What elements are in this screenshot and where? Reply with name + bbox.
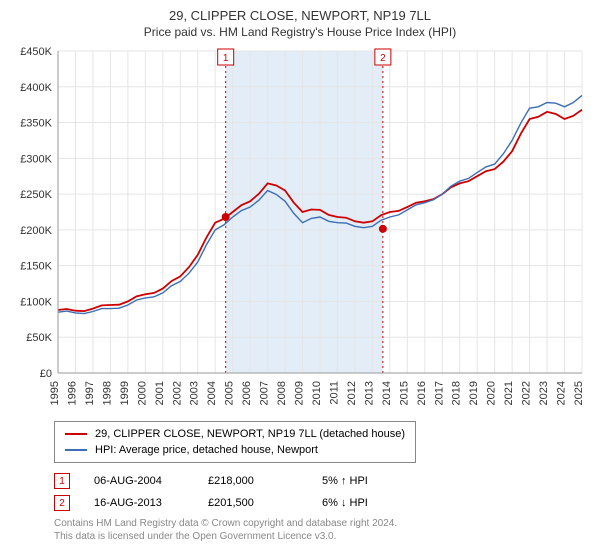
event-badge: 2 xyxy=(54,495,70,511)
svg-text:2017: 2017 xyxy=(433,381,445,405)
event-delta: 5% ↑ HPI xyxy=(322,475,412,487)
svg-text:2006: 2006 xyxy=(241,381,253,405)
svg-text:2002: 2002 xyxy=(171,381,183,405)
svg-text:2013: 2013 xyxy=(363,381,375,405)
svg-text:2: 2 xyxy=(380,53,386,64)
svg-text:2011: 2011 xyxy=(328,381,340,405)
svg-text:1996: 1996 xyxy=(66,381,78,405)
svg-text:2000: 2000 xyxy=(136,381,148,405)
chart-subtitle: Price paid vs. HM Land Registry's House … xyxy=(12,25,588,39)
svg-text:£300K: £300K xyxy=(20,153,52,165)
event-row: 1 06-AUG-2004 £218,000 5% ↑ HPI xyxy=(54,473,588,489)
svg-text:1995: 1995 xyxy=(49,381,61,405)
svg-text:£350K: £350K xyxy=(20,118,52,130)
svg-text:£150K: £150K xyxy=(20,261,52,273)
svg-text:2010: 2010 xyxy=(311,381,323,405)
chart-title: 29, CLIPPER CLOSE, NEWPORT, NP19 7LL xyxy=(12,8,588,23)
svg-text:2015: 2015 xyxy=(398,381,410,405)
svg-text:£50K: £50K xyxy=(26,332,52,344)
svg-text:2007: 2007 xyxy=(259,381,271,405)
chart-area: £0 £50K £100K £150K £200K £250K £300K £350K £400… xyxy=(12,45,588,415)
svg-text:2020: 2020 xyxy=(486,381,498,405)
svg-text:£200K: £200K xyxy=(20,225,52,237)
svg-text:2025: 2025 xyxy=(573,381,585,405)
svg-text:2009: 2009 xyxy=(294,381,306,405)
legend-label-property: 29, CLIPPER CLOSE, NEWPORT, NP19 7LL (de… xyxy=(95,426,405,442)
footer-line: Contains HM Land Registry data © Crown c… xyxy=(54,517,588,530)
legend-item-property: 29, CLIPPER CLOSE, NEWPORT, NP19 7LL (de… xyxy=(65,426,405,442)
svg-text:2022: 2022 xyxy=(521,381,533,405)
line-chart-svg: £0 £50K £100K £150K £200K £250K £300K £350K £400… xyxy=(12,45,588,415)
svg-text:2001: 2001 xyxy=(154,381,166,405)
svg-text:2003: 2003 xyxy=(189,381,201,405)
svg-text:1998: 1998 xyxy=(101,381,113,405)
events-table: 1 06-AUG-2004 £218,000 5% ↑ HPI 2 16-AUG… xyxy=(54,473,588,511)
legend: 29, CLIPPER CLOSE, NEWPORT, NP19 7LL (de… xyxy=(54,421,416,463)
event-price: £218,000 xyxy=(208,475,298,487)
svg-text:1: 1 xyxy=(223,53,229,64)
event-row: 2 16-AUG-2013 £201,500 6% ↓ HPI xyxy=(54,495,588,511)
svg-text:1997: 1997 xyxy=(84,381,96,405)
svg-text:2012: 2012 xyxy=(346,381,358,405)
event-date: 16-AUG-2013 xyxy=(94,497,184,509)
svg-text:2016: 2016 xyxy=(416,381,428,405)
svg-text:2005: 2005 xyxy=(224,381,236,405)
svg-text:2008: 2008 xyxy=(276,381,288,405)
footer-line: This data is licensed under the Open Gov… xyxy=(54,530,588,543)
svg-text:£400K: £400K xyxy=(20,82,52,94)
legend-item-hpi: HPI: Average price, detached house, Newp… xyxy=(65,442,405,458)
svg-text:2004: 2004 xyxy=(206,381,218,405)
svg-text:£100K: £100K xyxy=(20,296,52,308)
legend-swatch-property xyxy=(65,433,87,435)
legend-label-hpi: HPI: Average price, detached house, Newp… xyxy=(95,442,318,458)
svg-text:2018: 2018 xyxy=(451,381,463,405)
event-badge: 1 xyxy=(54,473,70,489)
svg-text:2023: 2023 xyxy=(538,381,550,405)
svg-text:£0: £0 xyxy=(40,368,52,380)
event-date: 06-AUG-2004 xyxy=(94,475,184,487)
svg-text:2014: 2014 xyxy=(381,381,393,405)
svg-text:2024: 2024 xyxy=(556,381,568,405)
legend-swatch-hpi xyxy=(65,449,87,451)
svg-text:1999: 1999 xyxy=(119,381,131,405)
svg-text:£250K: £250K xyxy=(20,189,52,201)
footer-attribution: Contains HM Land Registry data © Crown c… xyxy=(54,517,588,543)
event-delta: 6% ↓ HPI xyxy=(322,497,412,509)
svg-text:2021: 2021 xyxy=(503,381,515,405)
svg-text:£450K: £450K xyxy=(20,46,52,58)
event-price: £201,500 xyxy=(208,497,298,509)
svg-text:2019: 2019 xyxy=(468,381,480,405)
